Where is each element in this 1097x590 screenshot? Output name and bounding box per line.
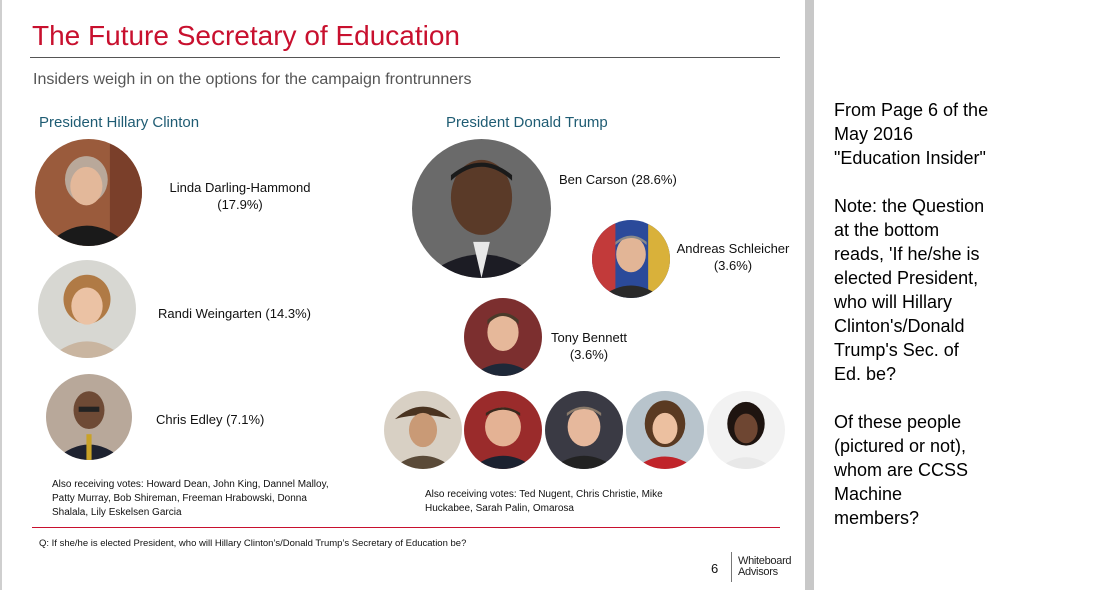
photo-darling-hammond bbox=[35, 139, 142, 246]
side-note: From Page 6 of the May 2016 "Education I… bbox=[834, 98, 1084, 554]
clinton-also-receiving: Also receiving votes: Howard Dean, John … bbox=[52, 479, 329, 518]
candidate-carson: Ben Carson (28.6%) bbox=[559, 172, 677, 187]
candidate-edley: Chris Edley (7.1%) bbox=[156, 412, 265, 427]
clinton-heading: President Hillary Clinton bbox=[39, 114, 200, 131]
page-number: 6 bbox=[711, 561, 719, 576]
photo-nugent bbox=[384, 391, 462, 469]
candidate-schleicher: Andreas Schleicher (3.6%) bbox=[676, 241, 790, 273]
candidate-weingarten: Randi Weingarten (14.3%) bbox=[158, 306, 311, 321]
note-source: From Page 6 of the May 2016 "Education I… bbox=[834, 100, 989, 168]
slide: The Future Secretary of Education Inside… bbox=[0, 0, 792, 590]
vertical-divider bbox=[805, 0, 814, 590]
slide-subtitle: Insiders weigh in on the options for the… bbox=[33, 71, 472, 88]
photo-christie bbox=[464, 391, 542, 469]
trump-heading: President Donald Trump bbox=[446, 114, 608, 131]
photo-bennett bbox=[464, 298, 542, 376]
note-prompt: Of these people (pictured or not), whom … bbox=[834, 412, 969, 528]
photo-schleicher bbox=[592, 220, 670, 298]
note-question: Note: the Question at the bottom reads, … bbox=[834, 196, 985, 384]
candidate-bennett: Tony Bennett (3.6%) bbox=[551, 330, 627, 362]
photo-huckabee bbox=[545, 391, 623, 469]
title-rule bbox=[30, 57, 780, 58]
photo-edley bbox=[46, 374, 132, 460]
logo-divider bbox=[731, 552, 732, 582]
photo-carson bbox=[412, 139, 551, 278]
trump-also-receiving: Also receiving votes: Ted Nugent, Chris … bbox=[425, 489, 663, 514]
photo-weingarten bbox=[38, 260, 136, 358]
slide-title: The Future Secretary of Education bbox=[32, 20, 460, 51]
whiteboard-advisors-logo: Whiteboard Advisors bbox=[738, 555, 792, 578]
photo-palin bbox=[626, 391, 704, 469]
candidate-darling-hammond: Linda Darling-Hammond (17.9%) bbox=[169, 180, 311, 212]
survey-question: Q: If she/he is elected President, who w… bbox=[39, 538, 467, 549]
bottom-rule bbox=[32, 527, 780, 528]
photo-omarosa bbox=[707, 391, 785, 469]
